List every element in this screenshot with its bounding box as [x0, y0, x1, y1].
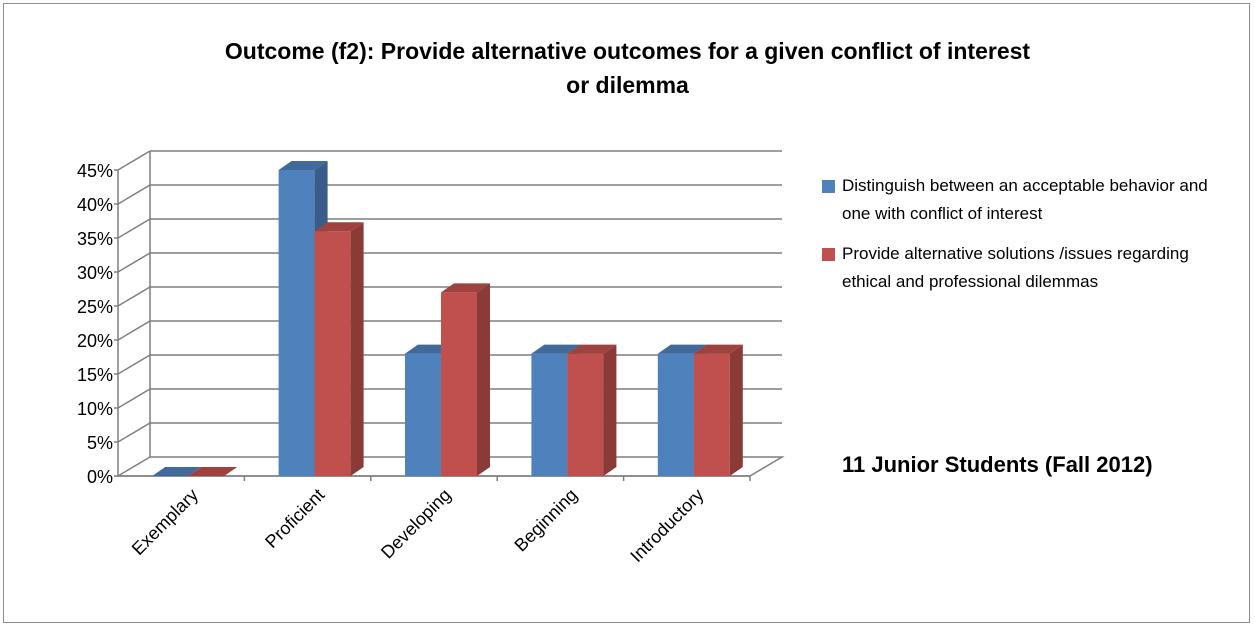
x-tick-label: Developing [377, 485, 455, 563]
bar-top-2 [693, 344, 743, 354]
x-tick-label: Exemplary [128, 485, 202, 559]
bar-top-2 [567, 344, 617, 354]
y-tick-label: 20% [77, 331, 113, 351]
gridline-side [117, 252, 151, 273]
legend-item-series-1: Distinguish between an acceptable behavi… [822, 172, 1222, 228]
x-tick-label: Introductory [626, 485, 707, 566]
y-tick-label: 40% [77, 195, 113, 215]
bar-top-1 [278, 161, 328, 170]
legend-swatch-series-2 [822, 248, 835, 261]
gridline-side [117, 218, 151, 239]
chart-title-line-1: Outcome (f2): Provide alternative outcom… [224, 38, 1031, 64]
bar-top-2 [314, 222, 364, 232]
bar-side-2 [729, 344, 743, 476]
legend-label-series-1: Distinguish between an acceptable behavi… [842, 176, 1208, 223]
y-tick-label: 10% [77, 399, 113, 419]
y-tick-label: 35% [77, 229, 113, 249]
bar-1 [278, 170, 315, 476]
chart-title-line-2: or dilemma [566, 72, 689, 98]
gridline-side [117, 320, 151, 341]
chart-legend: Distinguish between an acceptable behavi… [822, 172, 1222, 308]
bar-2 [567, 353, 604, 476]
gridline-side [117, 354, 151, 375]
chart-frame [3, 3, 1250, 623]
gridline-side [117, 286, 151, 307]
bar-2 [314, 231, 351, 476]
bar-top-1 [152, 467, 202, 476]
y-tick-label: 45% [77, 161, 113, 181]
chart-title: Outcome (f2): Provide alternative outcom… [0, 34, 1255, 102]
bar-1 [657, 353, 694, 476]
x-tick-label: Proficient [261, 485, 328, 552]
bar-2 [693, 353, 730, 476]
gridline-side [117, 150, 151, 171]
legend-swatch-series-1 [822, 180, 835, 193]
bar-side-2 [603, 344, 617, 476]
legend-item-series-2: Provide alternative solutions /issues re… [822, 240, 1222, 296]
y-tick-label: 15% [77, 365, 113, 385]
bar-side-2 [477, 283, 490, 476]
bar-1 [405, 353, 441, 476]
x-tick-label: Beginning [510, 485, 581, 556]
bar-top-1 [657, 344, 707, 354]
bar-top-2 [188, 467, 238, 476]
y-tick-label: 0% [87, 467, 113, 487]
bar-top-1 [531, 344, 581, 354]
y-tick-label: 30% [77, 263, 113, 283]
legend-label-series-2: Provide alternative solutions /issues re… [842, 244, 1189, 291]
chart-note: 11 Junior Students (Fall 2012) [842, 452, 1153, 477]
gridline-side [117, 422, 151, 443]
y-tick-label: 5% [87, 433, 113, 453]
bar-1 [531, 353, 568, 476]
y-tick-label: 25% [77, 297, 113, 317]
bar-top-2 [441, 283, 490, 293]
bar-2 [441, 292, 477, 476]
gridline-side [117, 184, 151, 205]
bar-side-2 [350, 222, 364, 476]
gridline-side [117, 388, 151, 409]
